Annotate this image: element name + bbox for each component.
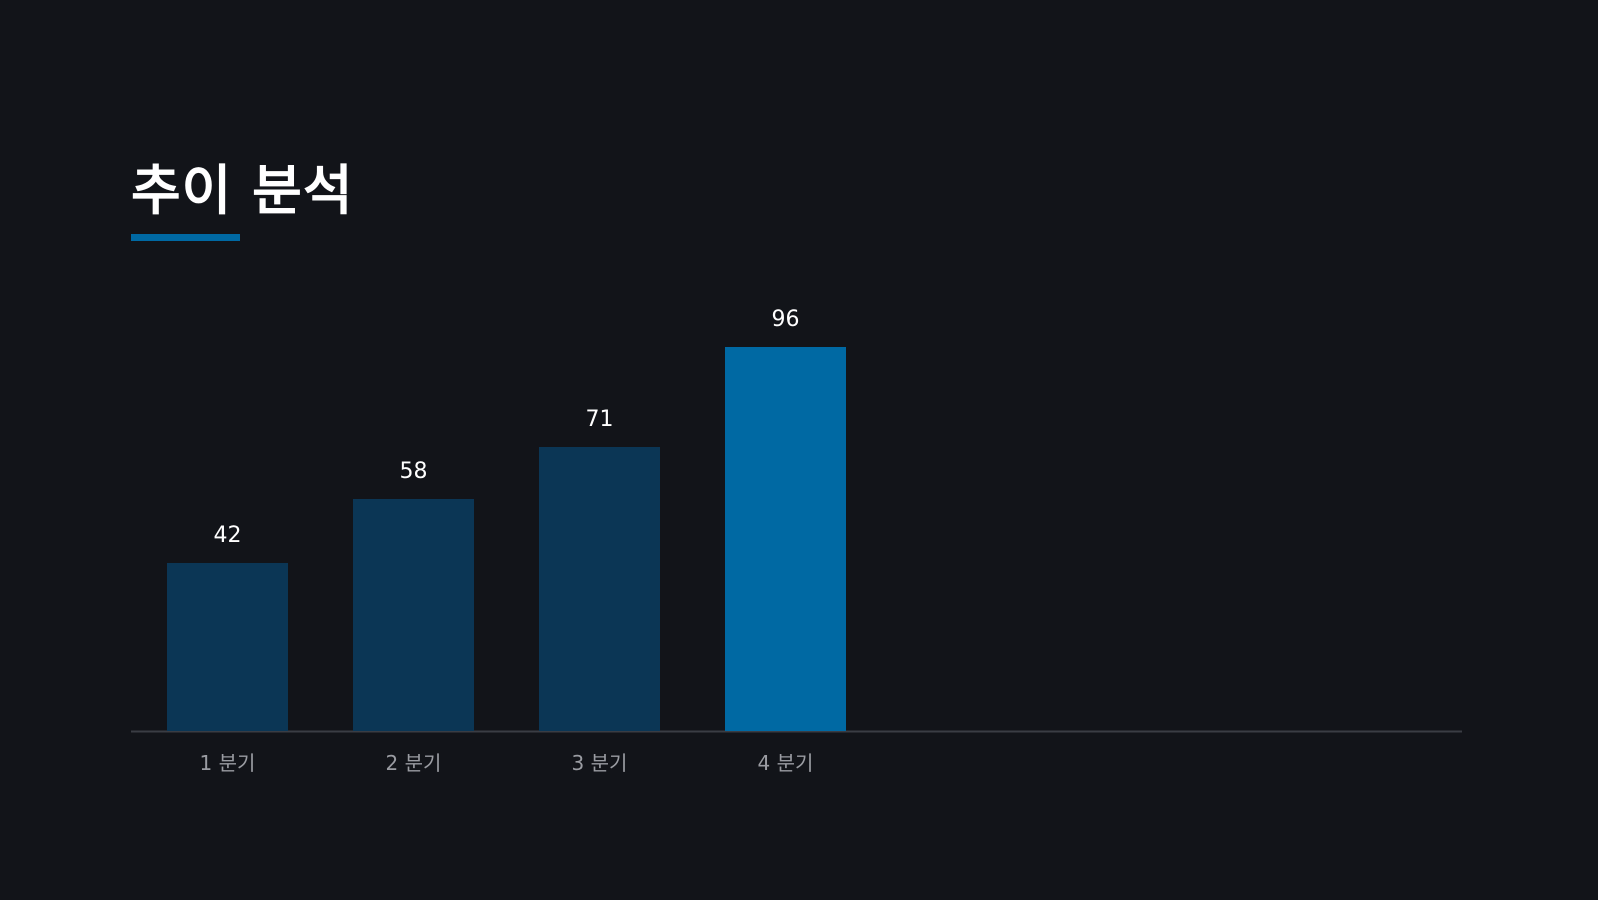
- bar-1: [167, 563, 288, 731]
- bar-value-label: 58: [400, 459, 428, 484]
- x-tick-label: 3 분기: [572, 751, 628, 775]
- bar-3: [539, 447, 660, 731]
- page-title: 추이 분석: [131, 159, 354, 222]
- x-tick-label: 4 분기: [758, 751, 814, 775]
- x-tick-label: 1 분기: [200, 751, 256, 775]
- x-tick-label: 2 분기: [386, 751, 442, 775]
- title-underline: [131, 234, 240, 241]
- bar-value-label: 42: [214, 523, 242, 548]
- bar-value-label: 96: [772, 307, 800, 332]
- bar-value-label: 71: [586, 407, 614, 432]
- bar-2: [353, 499, 474, 731]
- bar-4: [725, 347, 846, 731]
